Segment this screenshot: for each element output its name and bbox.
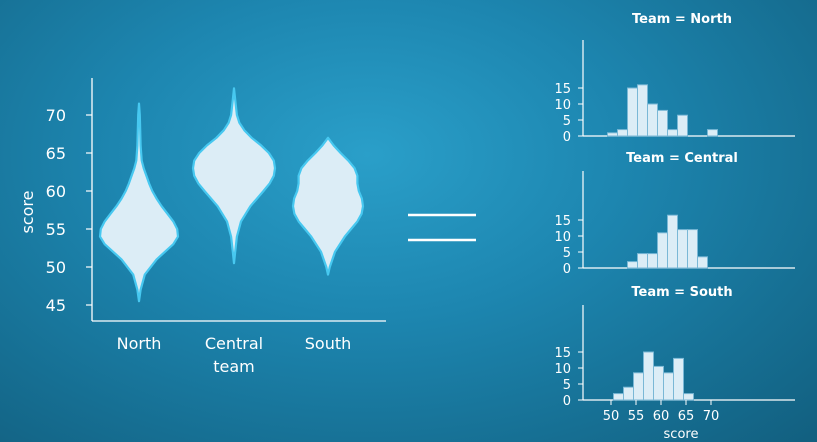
histogram-x-tick-label: 70: [703, 409, 720, 424]
histogram-title: Team = North: [632, 12, 732, 27]
histogram-bar: [667, 129, 678, 137]
histogram-bar: [677, 229, 688, 269]
histogram-bars: [607, 84, 718, 137]
histogram-y-tick-label: 5: [563, 114, 571, 129]
violin-y-tick-label: 45: [46, 296, 66, 315]
histogram-x-ticks: 50 55 60 65 70: [603, 400, 720, 424]
histogram-x-tick-label: 65: [678, 409, 695, 424]
violin-y-ticks: 45 50 55 60 65 70: [46, 106, 92, 315]
histogram-bars: [627, 214, 708, 269]
histogram-y-tick-label: 5: [563, 246, 571, 261]
histogram-bar: [677, 114, 688, 137]
histogram-y-tick-label: 0: [563, 394, 571, 409]
histogram-bar: [643, 351, 654, 401]
violin-y-tick-label: 55: [46, 220, 66, 239]
histogram-bar: [617, 129, 628, 137]
histogram-x-tick-label: 55: [628, 409, 645, 424]
violin-y-tick-label: 60: [46, 182, 66, 201]
histogram-bar: [607, 132, 618, 137]
histogram-y-tick-label: 10: [554, 362, 571, 377]
histogram-bar: [613, 393, 624, 401]
violin-x-axis-title: team: [213, 357, 255, 376]
violin-category-label: South: [305, 334, 352, 353]
histogram-x-axis-title: score: [664, 427, 699, 442]
histogram-title: Team = South: [631, 285, 732, 300]
histogram-bar: [647, 253, 658, 269]
histogram-bar: [623, 386, 634, 401]
histogram-bar: [683, 393, 694, 401]
histogram-bar: [707, 129, 718, 137]
violin-y-tick-label: 70: [46, 106, 66, 125]
violin-y-tick-label: 65: [46, 144, 66, 163]
histogram-y-tick-label: 0: [563, 130, 571, 145]
histogram-y-tick-label: 15: [554, 346, 571, 361]
histogram-bars: [613, 351, 694, 401]
histogram-bar: [637, 253, 648, 269]
histogram-y-tick-label: 10: [554, 98, 571, 113]
violin-central: [191, 87, 277, 265]
histogram-bar: [657, 109, 668, 137]
violin-category-label: North: [117, 334, 162, 353]
violin-south: [291, 136, 365, 276]
histogram-y-tick-label: 15: [554, 82, 571, 97]
histogram-bar: [627, 87, 638, 137]
histogram-y-tick-label: 0: [563, 262, 571, 277]
histogram-bar: [663, 372, 674, 401]
histogram-x-tick-label: 60: [653, 409, 670, 424]
histogram-bar: [697, 256, 708, 269]
histogram-bar: [657, 232, 668, 269]
violin-plot: 45 50 55 60 65 70 North Central South team sc…: [18, 78, 386, 376]
violin-y-tick-label: 50: [46, 258, 66, 277]
histogram-bar: [667, 214, 678, 269]
histogram-title: Team = Central: [626, 151, 738, 166]
histogram-y-tick-label: 15: [554, 214, 571, 229]
violin-category-label: Central: [205, 334, 263, 353]
histogram-bar: [653, 365, 664, 401]
histogram-bar: [633, 372, 644, 401]
violin-shapes: [98, 87, 365, 303]
histogram-y-tick-label: 5: [563, 378, 571, 393]
histogram-x-tick-label: 50: [603, 409, 620, 424]
histogram-bar: [627, 261, 638, 269]
histogram-bar: [687, 229, 698, 269]
equals-sign: [408, 213, 476, 242]
histogram-bar: [647, 103, 658, 137]
histogram-bar: [673, 357, 684, 401]
histogram-y-tick-label: 10: [554, 230, 571, 245]
histogram-bar: [637, 84, 648, 137]
violin-y-axis-title: score: [18, 191, 37, 234]
violin-north: [98, 102, 180, 303]
